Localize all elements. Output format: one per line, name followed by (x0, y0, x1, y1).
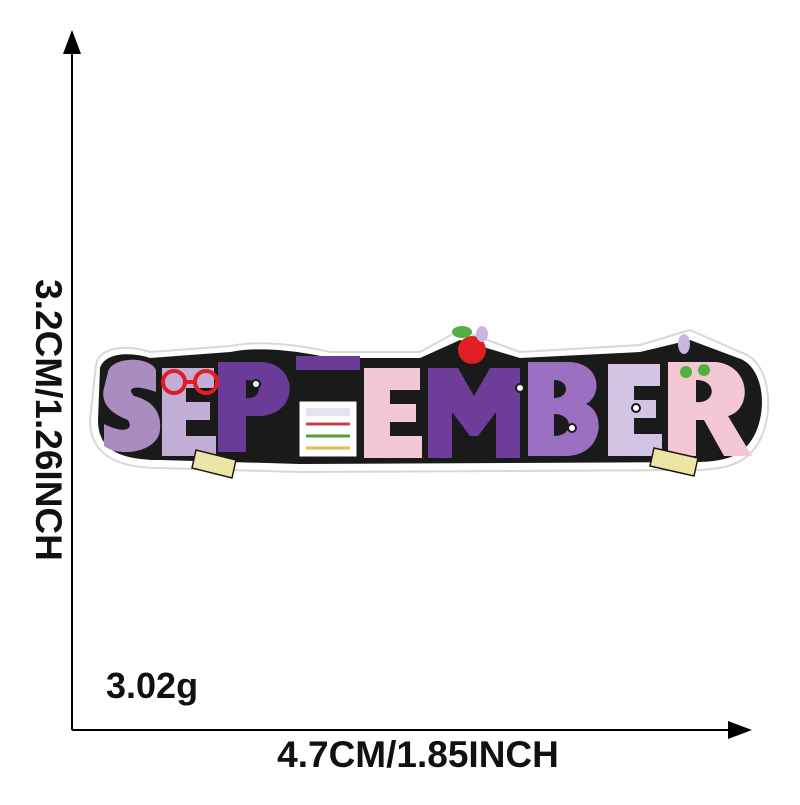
height-dimension-label: 3.2CM/1.26INCH (28, 279, 69, 561)
letter-t (296, 356, 360, 460)
vertical-axis-arrowhead (63, 30, 81, 54)
september-patch (88, 326, 770, 479)
letter-e-2 (364, 368, 422, 458)
letter-s (103, 359, 161, 453)
letter-e-1 (162, 368, 216, 456)
letter-p (218, 362, 290, 452)
width-dimension-label: 4.7CM/1.85INCH (277, 734, 559, 775)
letter-eyes (251, 379, 641, 433)
apple (452, 326, 488, 364)
pencil-left (191, 449, 237, 479)
letter-m (428, 368, 520, 458)
pencil-right (649, 447, 699, 477)
green-bow (678, 334, 710, 378)
red-glasses (161, 369, 219, 395)
horizontal-axis-arrowhead (728, 721, 752, 739)
letter-b (528, 362, 599, 456)
weight-label: 3.02g (106, 665, 199, 706)
letter-r (668, 362, 752, 456)
